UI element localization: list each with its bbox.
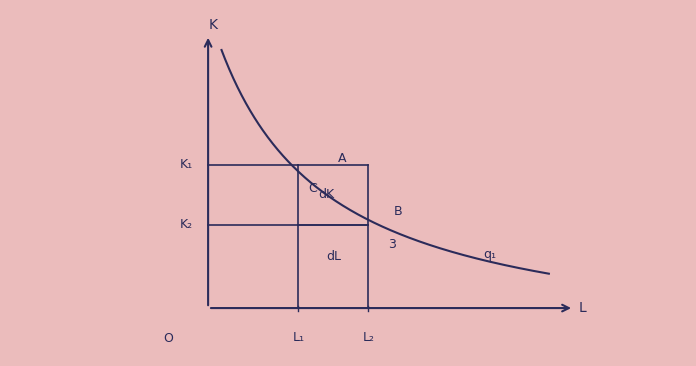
Text: C: C <box>308 182 317 195</box>
Text: K: K <box>209 18 218 31</box>
Text: L₂: L₂ <box>363 331 374 344</box>
Text: A: A <box>338 152 347 165</box>
Text: K₂: K₂ <box>180 218 193 231</box>
Text: L: L <box>579 301 587 315</box>
Text: K₁: K₁ <box>180 158 193 171</box>
Text: O: O <box>163 332 173 344</box>
Text: dK: dK <box>318 188 335 201</box>
Text: dL: dL <box>326 250 341 263</box>
Text: L₁: L₁ <box>292 331 304 344</box>
Text: B: B <box>393 205 402 218</box>
Text: q₁: q₁ <box>484 248 497 261</box>
Text: 3: 3 <box>388 238 397 251</box>
